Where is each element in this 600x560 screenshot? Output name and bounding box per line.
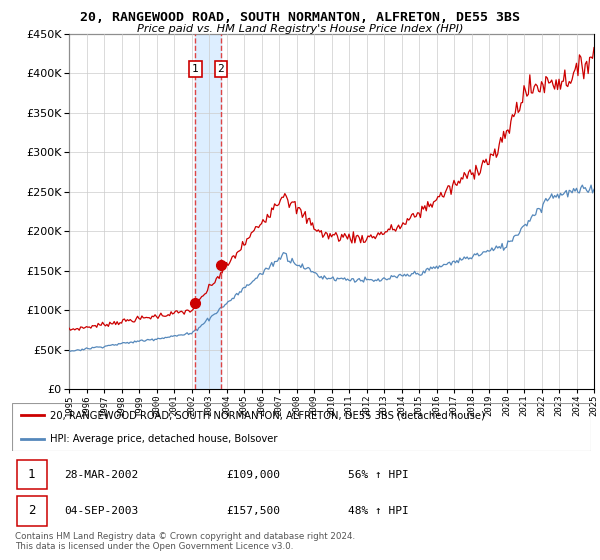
Text: £157,500: £157,500 xyxy=(226,506,280,516)
Text: 2: 2 xyxy=(217,64,224,74)
Text: 48% ↑ HPI: 48% ↑ HPI xyxy=(348,506,409,516)
Text: 20, RANGEWOOD ROAD, SOUTH NORMANTON, ALFRETON, DE55 3BS (detached house): 20, RANGEWOOD ROAD, SOUTH NORMANTON, ALF… xyxy=(50,410,485,420)
FancyBboxPatch shape xyxy=(17,496,47,525)
Bar xyxy=(196,34,221,389)
Text: 2: 2 xyxy=(28,505,35,517)
Text: 20, RANGEWOOD ROAD, SOUTH NORMANTON, ALFRETON, DE55 3BS: 20, RANGEWOOD ROAD, SOUTH NORMANTON, ALF… xyxy=(80,11,520,24)
Text: Price paid vs. HM Land Registry's House Price Index (HPI): Price paid vs. HM Land Registry's House … xyxy=(137,24,463,34)
Text: 1: 1 xyxy=(192,64,199,74)
Text: 28-MAR-2002: 28-MAR-2002 xyxy=(64,470,139,479)
Text: Contains HM Land Registry data © Crown copyright and database right 2024.
This d: Contains HM Land Registry data © Crown c… xyxy=(15,532,355,552)
Text: 1: 1 xyxy=(28,468,35,481)
Text: £109,000: £109,000 xyxy=(226,470,280,479)
Text: HPI: Average price, detached house, Bolsover: HPI: Average price, detached house, Bols… xyxy=(50,434,277,444)
Text: 04-SEP-2003: 04-SEP-2003 xyxy=(64,506,139,516)
FancyBboxPatch shape xyxy=(17,460,47,489)
Text: 56% ↑ HPI: 56% ↑ HPI xyxy=(348,470,409,479)
